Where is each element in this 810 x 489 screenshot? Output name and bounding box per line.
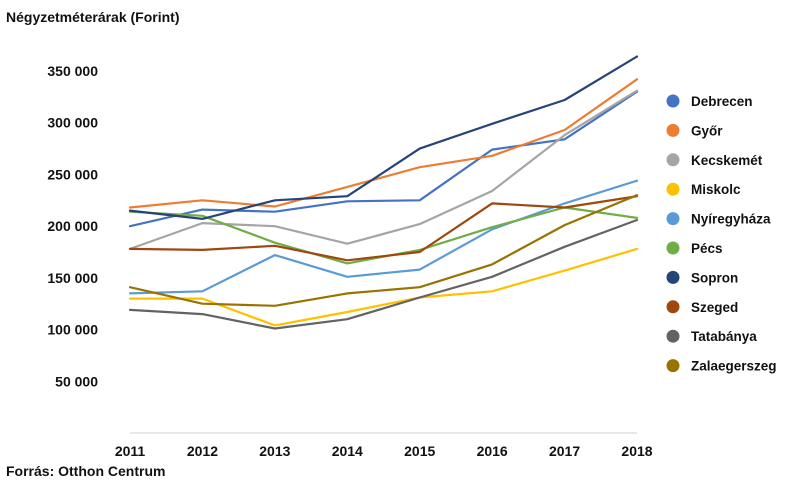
series-line-tatabanya bbox=[128, 218, 639, 330]
legend-label-gyor: Győr bbox=[691, 123, 723, 138]
legend-marker-kecskemet bbox=[666, 153, 680, 167]
legend-label-szeged: Szeged bbox=[691, 300, 738, 315]
x-tick-label: 2016 bbox=[477, 443, 508, 459]
series-line-zalaegerszeg bbox=[128, 194, 639, 307]
series-line-debrecen bbox=[128, 90, 639, 228]
y-tick-label: 200 000 bbox=[47, 218, 98, 234]
source-note: Forrás: Otthon Centrum bbox=[6, 463, 166, 479]
legend-label-miskolc: Miskolc bbox=[691, 182, 741, 197]
legend-marker-zalaegerszeg bbox=[666, 359, 680, 373]
chart-title: Négyzetméterárak (Forint) bbox=[6, 9, 180, 25]
x-tick-label: 2018 bbox=[621, 443, 652, 459]
legend-marker-nyiregyhaza bbox=[666, 212, 680, 226]
legend-marker-debrecen bbox=[666, 94, 680, 108]
series-line-nyiregyhaza bbox=[128, 179, 639, 295]
legend-label-debrecen: Debrecen bbox=[691, 94, 753, 109]
legend-marker-miskolc bbox=[666, 182, 680, 196]
series-line-szeged bbox=[128, 195, 639, 262]
legend-marker-gyor bbox=[666, 123, 680, 137]
x-tick-label: 2011 bbox=[115, 443, 146, 459]
y-tick-label: 350 000 bbox=[47, 63, 98, 79]
legend-marker-pecs bbox=[666, 241, 680, 255]
x-tick-label: 2014 bbox=[332, 443, 363, 459]
legend-label-sopron: Sopron bbox=[691, 270, 738, 285]
legend-marker-sopron bbox=[666, 270, 680, 284]
series-line-sopron bbox=[128, 55, 639, 220]
series-line-gyor bbox=[128, 78, 639, 209]
legend-marker-tatabanya bbox=[666, 329, 680, 343]
y-tick-label: 250 000 bbox=[47, 166, 98, 182]
legend-label-zalaegerszeg: Zalaegerszeg bbox=[691, 359, 777, 374]
legend-label-pecs: Pécs bbox=[691, 241, 723, 256]
x-tick-label: 2012 bbox=[187, 443, 218, 459]
x-tick-label: 2015 bbox=[404, 443, 435, 459]
series-line-pecs bbox=[128, 206, 639, 265]
y-tick-label: 300 000 bbox=[47, 115, 98, 131]
x-tick-label: 2017 bbox=[549, 443, 580, 459]
legend-marker-szeged bbox=[666, 300, 680, 314]
x-tick-label: 2013 bbox=[259, 443, 290, 459]
series-line-kecskemet bbox=[128, 89, 639, 250]
y-tick-label: 50 000 bbox=[55, 373, 98, 389]
legend-label-kecskemet: Kecskemét bbox=[691, 153, 763, 168]
y-tick-label: 100 000 bbox=[47, 322, 98, 338]
legend-label-tatabanya: Tatabánya bbox=[691, 329, 757, 344]
legend-label-nyiregyhaza: Nyíregyháza bbox=[691, 212, 771, 227]
y-tick-label: 150 000 bbox=[47, 270, 98, 286]
